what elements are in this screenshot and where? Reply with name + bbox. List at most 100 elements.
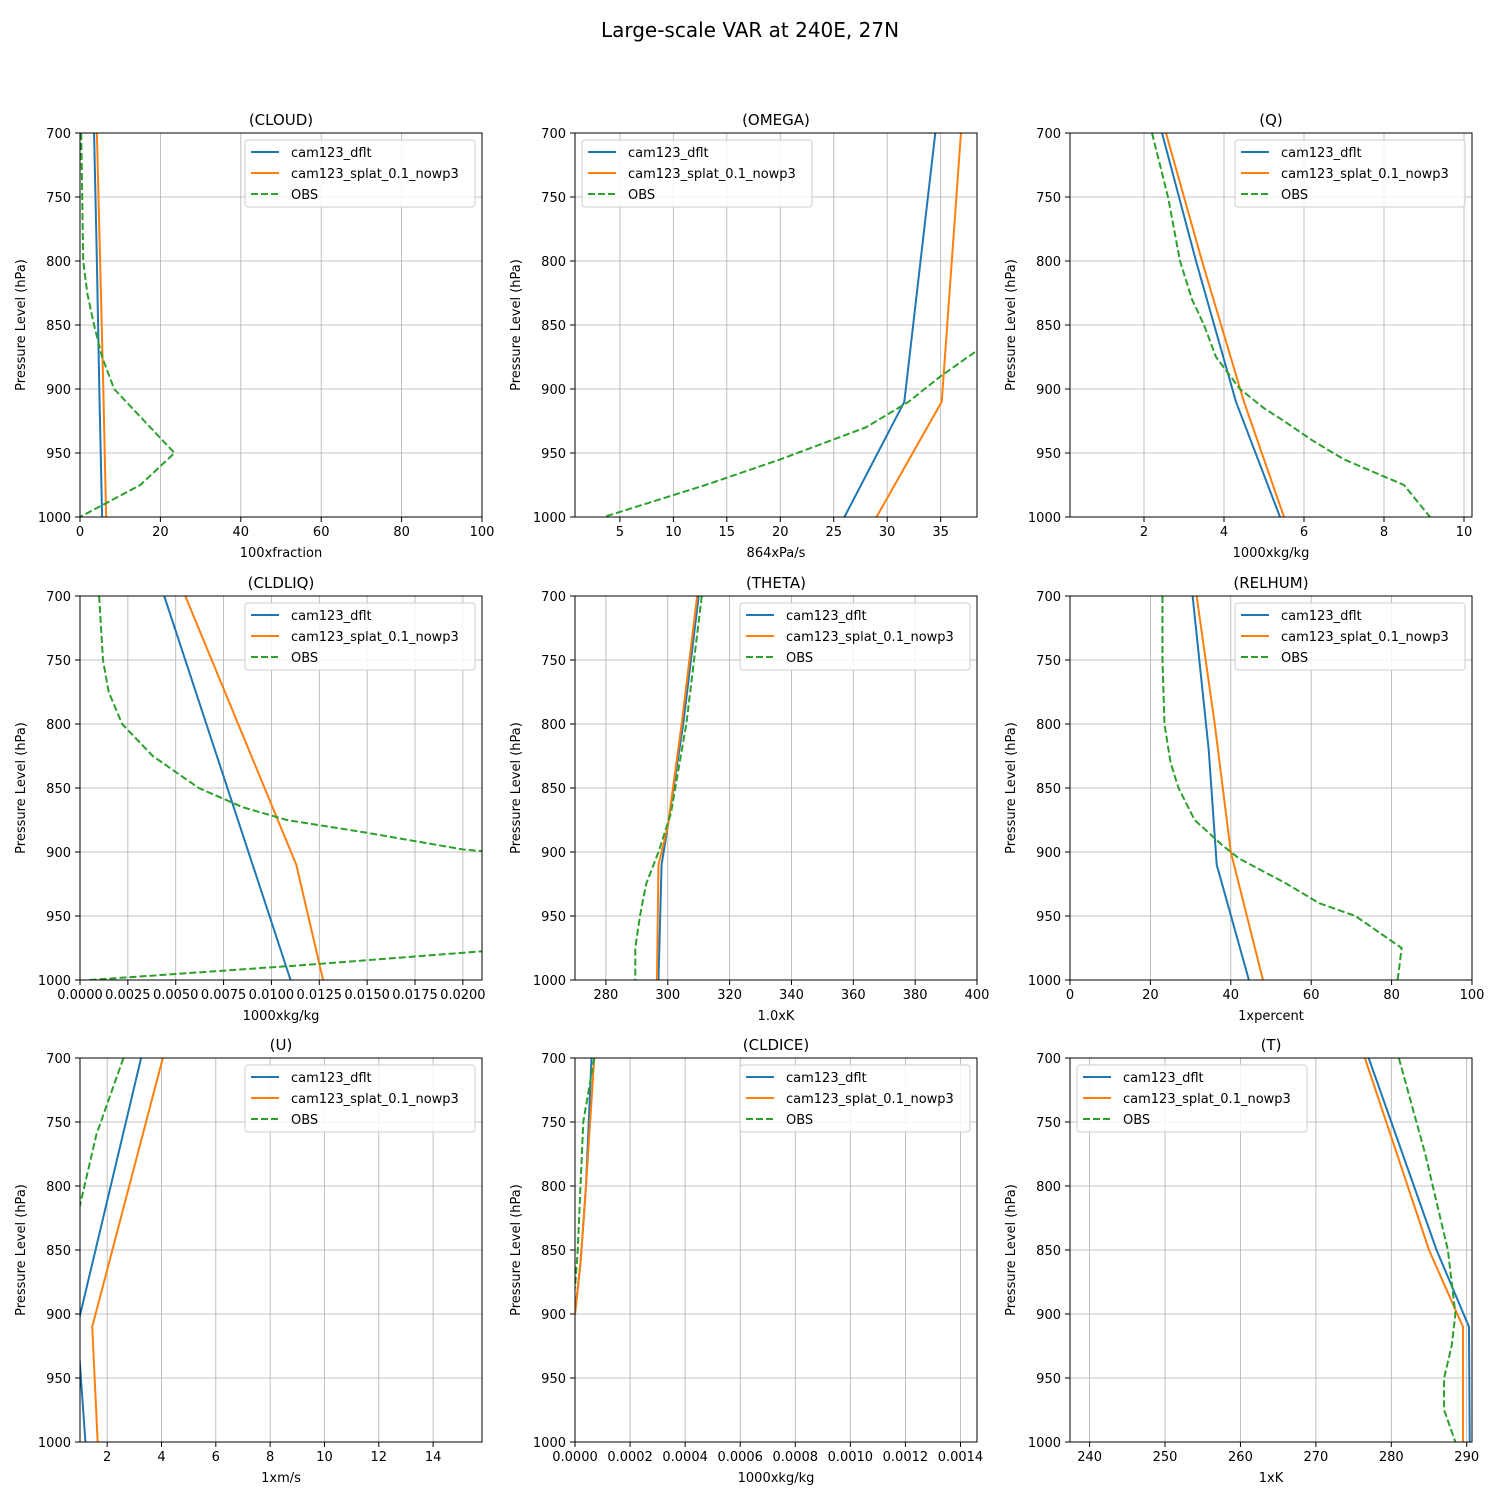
legend-label: OBS: [291, 188, 318, 203]
y-tick-label: 800: [46, 718, 71, 733]
legend: cam123_dflt cam123_splat_0.1_nowp3 OBS: [244, 1064, 476, 1133]
y-tick-label: 700: [1036, 127, 1061, 142]
legend: cam123_dflt cam123_splat_0.1_nowp3 OBS: [739, 1064, 971, 1133]
panel-title: (CLOUD): [249, 111, 313, 129]
legend-box: [1234, 139, 1466, 208]
series-line-cam123-splat-0-1-nowp3: [1195, 596, 1264, 980]
y-tick-label: 800: [46, 255, 71, 270]
y-tick-label: 950: [1036, 447, 1061, 462]
y-tick-label: 900: [541, 846, 566, 861]
x-tick-label: 280: [1379, 1450, 1404, 1465]
panel-title: (CLDLIQ): [248, 574, 315, 592]
series-line-cam123-splat-0-1-nowp3: [875, 133, 962, 517]
y-tick-label: 700: [541, 1052, 566, 1067]
x-tick-label: 60: [1303, 988, 1320, 1003]
y-tick-label: 800: [1036, 1180, 1061, 1195]
y-tick-label: 800: [1036, 718, 1061, 733]
y-tick-label: 1000: [533, 1436, 566, 1451]
series-line-obs: [98, 596, 482, 853]
legend-label: cam123_dflt: [1123, 1071, 1204, 1086]
panel-cldliq: 0.0000 0.0025 0.0050 0.0075 0.0100 0.0125 0.01…: [14, 574, 486, 1024]
x-tick-label: 14: [425, 1450, 442, 1465]
x-axis-label: 1000xkg/kg: [738, 1471, 815, 1486]
legend-label: cam123_dflt: [786, 609, 867, 624]
y-tick-label: 800: [541, 718, 566, 733]
legend: cam123_dflt cam123_splat_0.1_nowp3 OBS: [1234, 139, 1466, 208]
panel-title: (OMEGA): [742, 111, 810, 129]
y-tick-label: 1000: [38, 974, 71, 989]
series-line-obs: [80, 1058, 125, 1209]
x-axis-label: 1000xkg/kg: [243, 1009, 320, 1024]
series-lines: [1161, 596, 1403, 980]
y-axis-label: Pressure Level (hPa): [1004, 259, 1019, 391]
x-tick-label: 0.0050: [153, 988, 199, 1003]
series-lines: [1363, 1058, 1471, 1442]
x-tick-label: 12: [371, 1450, 388, 1465]
x-tick-label: 280: [594, 988, 619, 1003]
y-tick-label: 900: [1036, 383, 1061, 398]
series-line-cam123-dflt: [1191, 596, 1250, 980]
legend-label: cam123_dflt: [291, 146, 372, 161]
x-tick-label: 0.0004: [662, 1450, 708, 1465]
y-tick-label: 700: [1036, 590, 1061, 605]
y-tick-label: 800: [541, 255, 566, 270]
panel-cloud: 0 20 40 60 80 100 700 750 800 850 900 950 1000 100xfr…: [14, 111, 494, 561]
y-tick-label: 800: [46, 1180, 71, 1195]
x-axis-label: 1xm/s: [261, 1471, 301, 1486]
y-tick-label: 900: [541, 383, 566, 398]
panel-omega: 5 10 15 20 25 30 35 700 750 800 850 900 950 1000 864xP…: [509, 111, 978, 561]
legend-label: cam123_dflt: [291, 1071, 372, 1086]
y-tick-label: 900: [46, 383, 71, 398]
x-tick-label: 5: [616, 525, 624, 540]
x-tick-label: 40: [1223, 988, 1240, 1003]
series-line-obs: [1161, 596, 1403, 980]
legend-label: cam123_splat_0.1_nowp3: [1281, 630, 1449, 645]
y-tick-label: 1000: [533, 511, 566, 526]
y-tick-label: 700: [46, 1052, 71, 1067]
y-tick-label: 850: [46, 319, 71, 334]
x-tick-label: 0.0100: [249, 988, 295, 1003]
x-tick-label: 0.0200: [440, 988, 486, 1003]
y-tick-label: 900: [46, 1308, 71, 1323]
y-axis-label: Pressure Level (hPa): [1004, 722, 1019, 854]
x-tick-label: 100: [470, 525, 495, 540]
series-line-cam123-splat-0-1-nowp3: [1363, 1058, 1464, 1442]
panel-title: (U): [270, 1036, 293, 1054]
y-tick-label: 1000: [1028, 1436, 1061, 1451]
panel-theta: 280 300 320 340 360 380 400 700 750 800 850 900 950 1…: [509, 574, 989, 1024]
x-tick-label: 320: [717, 988, 742, 1003]
x-tick-label: 0.0150: [344, 988, 390, 1003]
y-axis-label: Pressure Level (hPa): [509, 259, 524, 391]
series-line-obs: [1151, 133, 1431, 517]
x-tick-label: 0.0025: [105, 988, 151, 1003]
series-line-cam123-dflt: [80, 1058, 143, 1442]
x-axis-label: 1000xkg/kg: [1233, 546, 1310, 561]
x-axis-label: 1xpercent: [1238, 1009, 1304, 1024]
series-line-cam123-dflt: [93, 133, 104, 517]
x-axis-label: 1.0xK: [758, 1009, 795, 1024]
x-tick-label: 0.0175: [392, 988, 438, 1003]
legend: cam123_dflt cam123_splat_0.1_nowp3 OBS: [1234, 602, 1466, 671]
legend-box: [1076, 1064, 1308, 1133]
y-tick-label: 750: [1036, 654, 1061, 669]
y-tick-label: 950: [1036, 1372, 1061, 1387]
x-tick-label: 240: [1077, 1450, 1102, 1465]
x-tick-label: 4: [157, 1450, 165, 1465]
x-tick-label: 0.0012: [883, 1450, 929, 1465]
y-tick-label: 850: [46, 1244, 71, 1259]
x-tick-label: 35: [932, 525, 949, 540]
legend-label: cam123_splat_0.1_nowp3: [786, 630, 954, 645]
x-tick-label: 0.0014: [938, 1450, 984, 1465]
series-line-obs: [89, 950, 482, 980]
legend-label: cam123_dflt: [291, 609, 372, 624]
y-tick-label: 700: [46, 127, 71, 142]
y-tick-label: 900: [1036, 1308, 1061, 1323]
y-tick-label: 750: [46, 191, 71, 206]
legend-label: cam123_splat_0.1_nowp3: [1123, 1092, 1291, 1107]
legend: cam123_dflt cam123_splat_0.1_nowp3 OBS: [1076, 1064, 1308, 1133]
x-tick-label: 20: [152, 525, 169, 540]
series-line-cam123-dflt: [163, 596, 292, 980]
panel-title: (RELHUM): [1233, 574, 1308, 592]
legend-box: [244, 602, 476, 671]
